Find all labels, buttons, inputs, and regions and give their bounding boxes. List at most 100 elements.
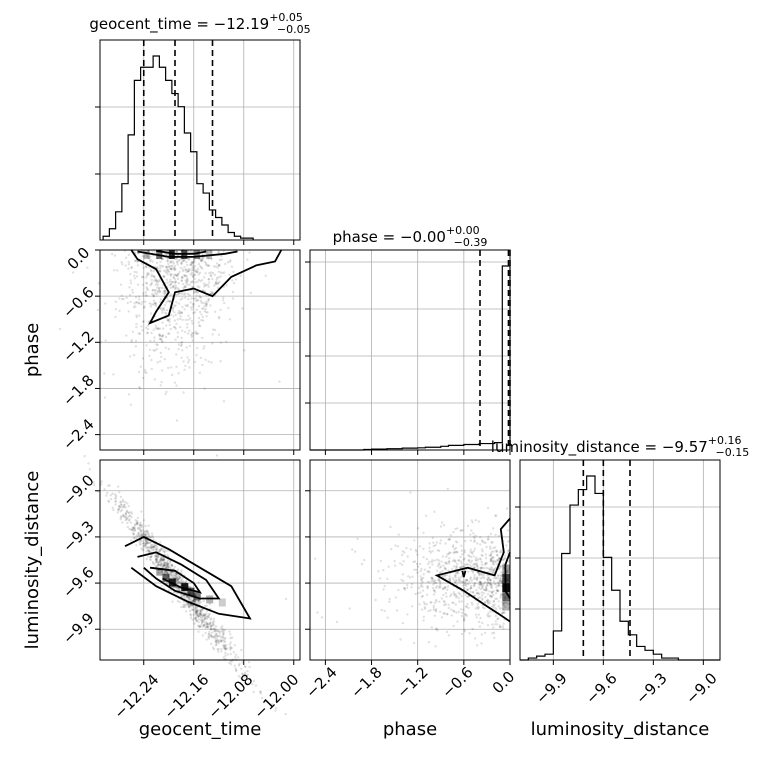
- y-tick-label: −1.2: [59, 327, 97, 365]
- scatter-point: [193, 617, 197, 620]
- scatter-point: [439, 525, 443, 528]
- scatter-point: [177, 302, 181, 305]
- scatter-point: [234, 653, 238, 657]
- scatter-point: [137, 295, 141, 298]
- scatter-point: [422, 615, 425, 619]
- scatter-point: [156, 361, 159, 364]
- scatter-point: [447, 557, 451, 560]
- scatter-point: [208, 281, 211, 284]
- scatter-point: [145, 294, 148, 297]
- scatter-point: [148, 302, 151, 305]
- scatter-point: [463, 581, 467, 584]
- scatter-point: [183, 265, 186, 269]
- scatter-point: [149, 305, 153, 308]
- scatter-point: [168, 320, 171, 323]
- scatter-point: [120, 505, 123, 509]
- y-tick-label: −9.3: [59, 517, 97, 555]
- scatter-point: [141, 275, 144, 279]
- scatter-point: [131, 526, 134, 529]
- scatter-point: [180, 261, 183, 264]
- scatter-point: [162, 274, 166, 278]
- scatter-point: [152, 274, 155, 278]
- scatter-point: [152, 328, 155, 331]
- scatter-point: [170, 575, 173, 578]
- scatter-point: [186, 303, 189, 307]
- scatter-point: [473, 574, 476, 577]
- scatter-point: [204, 308, 207, 311]
- scatter-point: [456, 620, 459, 623]
- scatter-point: [453, 558, 456, 562]
- scatter-point: [96, 308, 100, 312]
- scatter-point: [130, 266, 133, 269]
- scatter-point: [174, 304, 177, 307]
- scatter-point: [393, 560, 396, 563]
- scatter-point: [164, 392, 167, 396]
- scatter-point: [163, 557, 166, 561]
- scatter-point: [182, 603, 185, 606]
- scatter-point: [429, 601, 432, 604]
- scatter-point: [149, 546, 152, 549]
- scatter-point: [199, 613, 202, 617]
- scatter-point: [203, 260, 207, 264]
- scatter-point: [471, 552, 474, 555]
- scatter-point: [169, 573, 173, 577]
- scatter-point: [200, 259, 203, 262]
- scatter-point: [171, 286, 174, 289]
- scatter-point: [134, 305, 137, 308]
- scatter-point: [452, 579, 455, 582]
- scatter-point: [382, 568, 385, 572]
- scatter-point: [141, 300, 144, 304]
- scatter-point: [151, 250, 154, 253]
- scatter-point: [182, 360, 185, 363]
- scatter-point: [206, 622, 209, 625]
- scatter-point: [470, 529, 473, 532]
- scatter-point: [259, 692, 263, 695]
- x-tick-label: −1.8: [347, 663, 385, 701]
- scatter-point: [433, 590, 437, 594]
- scatter-point: [437, 586, 441, 589]
- scatter-point: [143, 368, 147, 372]
- scatter-point: [174, 288, 177, 291]
- density-block: [168, 250, 175, 259]
- scatter-point: [181, 329, 184, 332]
- scatter-point: [171, 564, 174, 568]
- scatter-point: [390, 548, 393, 551]
- scatter-point: [204, 284, 207, 287]
- scatter-point: [166, 299, 170, 302]
- scatter-point: [386, 616, 389, 619]
- scatter-point: [197, 600, 201, 603]
- scatter-point: [433, 559, 436, 562]
- scatter-point: [161, 311, 164, 314]
- scatter-point: [198, 296, 202, 299]
- scatter-point: [97, 282, 100, 285]
- scatter-point: [417, 586, 421, 590]
- scatter-point: [191, 261, 194, 264]
- scatter-point: [191, 280, 194, 283]
- axes-frame: [99, 39, 301, 241]
- scatter-point: [481, 597, 484, 600]
- scatter-point: [134, 339, 138, 343]
- scatter-point: [141, 262, 144, 265]
- scatter-point: [156, 548, 159, 551]
- scatter-point: [489, 547, 492, 550]
- scatter-point: [433, 614, 437, 617]
- scatter-point: [195, 332, 198, 335]
- scatter-point: [140, 510, 143, 513]
- scatter-point: [442, 564, 445, 567]
- scatter-point: [438, 610, 442, 614]
- scatter-point: [179, 325, 182, 329]
- scatter-point: [486, 584, 489, 587]
- scatter-point: [468, 554, 471, 558]
- scatter-point: [141, 545, 145, 548]
- scatter-point: [158, 286, 161, 289]
- scatter-point: [494, 577, 498, 580]
- scatter-point: [155, 261, 159, 265]
- scatter-point: [130, 512, 133, 515]
- scatter-point: [400, 578, 403, 581]
- scatter-point: [197, 630, 200, 633]
- x-tick-label: −2.4: [302, 663, 340, 701]
- x-tick-label: −9.9: [532, 669, 570, 707]
- scatter-point: [443, 566, 447, 570]
- scatter-point: [209, 633, 212, 637]
- scatter-point: [195, 614, 198, 617]
